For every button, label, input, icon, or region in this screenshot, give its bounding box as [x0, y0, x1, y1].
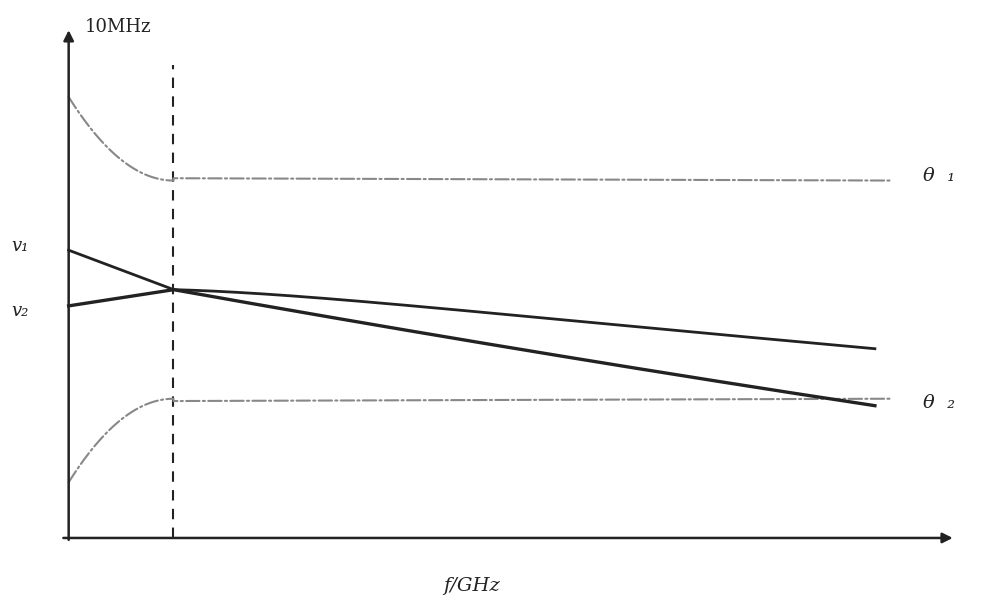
Text: v₂: v₂ — [11, 302, 28, 320]
Text: θ  ₁: θ ₁ — [923, 167, 955, 185]
Text: θ  ₂: θ ₂ — [923, 394, 955, 412]
Text: v₁: v₁ — [11, 237, 28, 255]
Text: 10MHz: 10MHz — [85, 18, 151, 36]
Text: f/GHz: f/GHz — [443, 578, 500, 596]
